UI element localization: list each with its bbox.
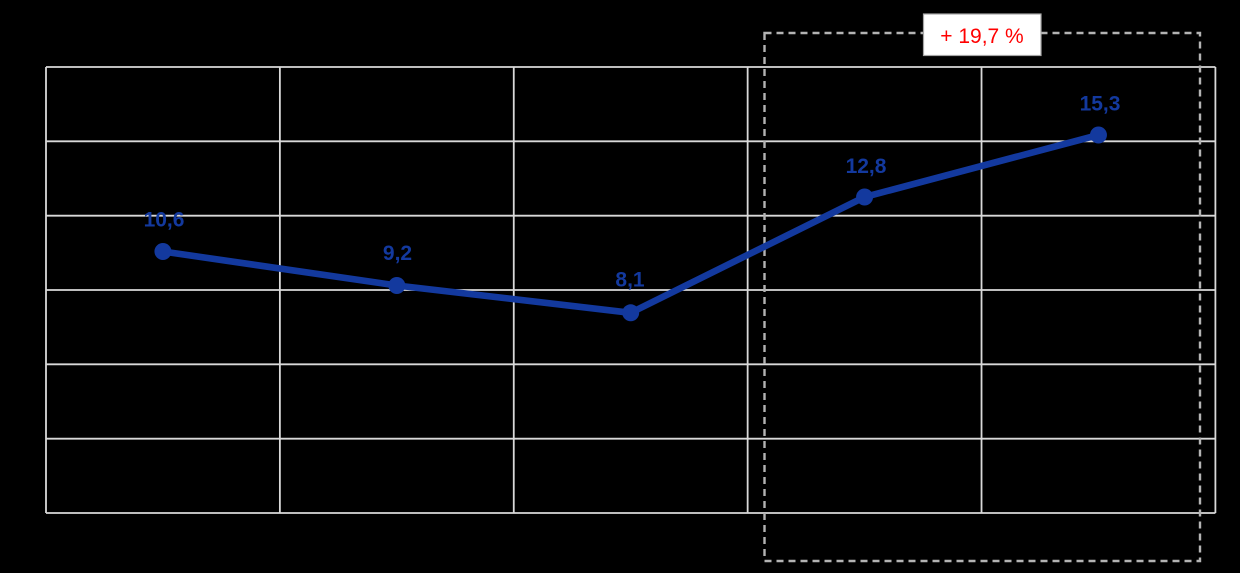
svg-text:10,6: 10,6 xyxy=(144,209,185,232)
svg-text:8,1: 8,1 xyxy=(615,269,645,292)
svg-text:15,3: 15,3 xyxy=(1080,93,1121,116)
svg-text:9,2: 9,2 xyxy=(383,242,412,265)
svg-text:12,8: 12,8 xyxy=(846,155,887,178)
svg-text:+ 19,7 %: + 19,7 % xyxy=(940,25,1023,48)
